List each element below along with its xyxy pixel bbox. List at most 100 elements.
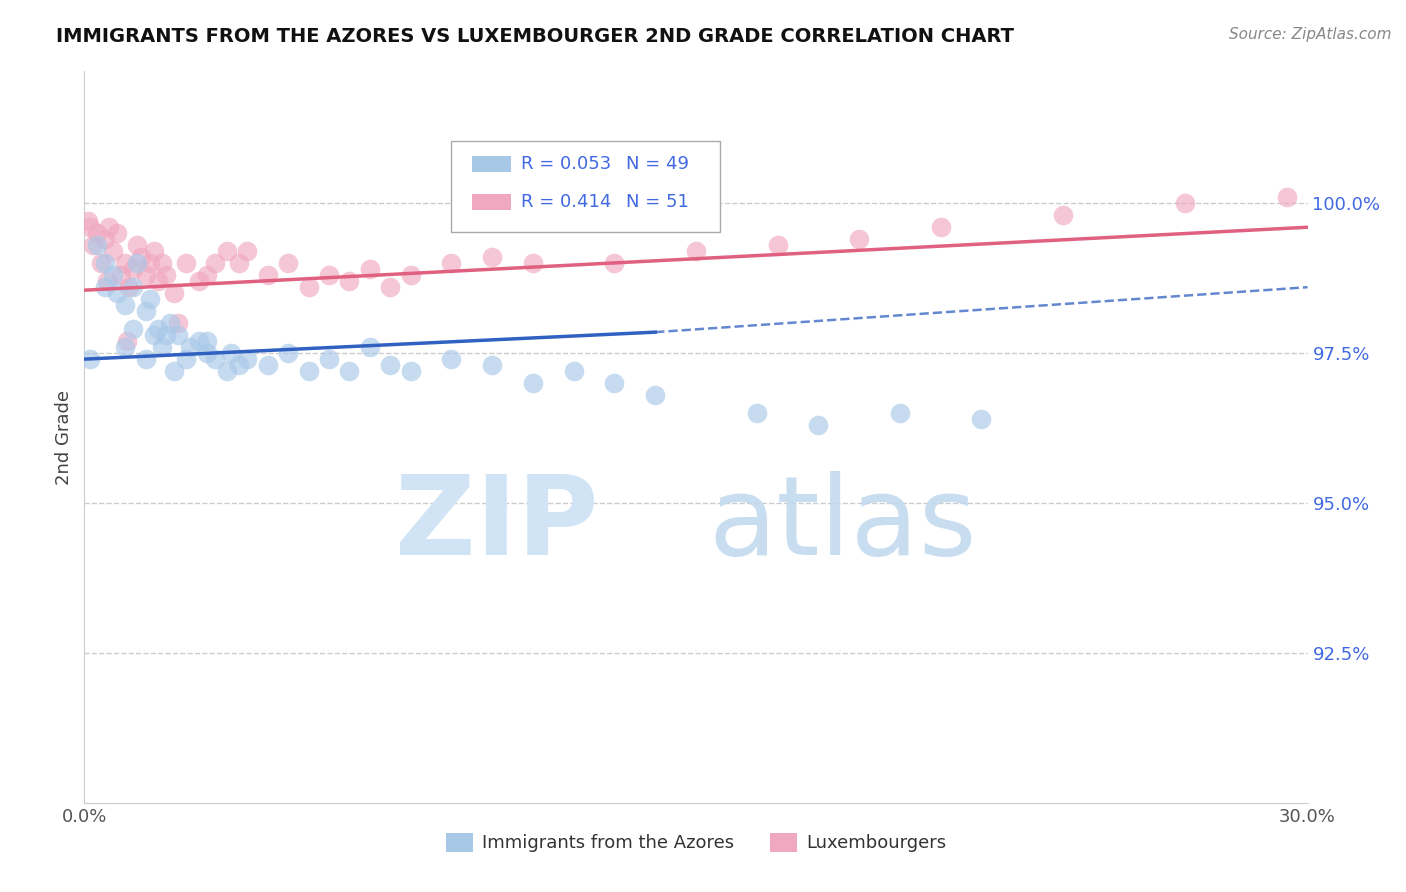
Point (228, 256, 250, 270)
Point (155, 268, 177, 283)
Bar (472, 194, 512, 211)
Text: ZIP: ZIP (395, 471, 598, 578)
Point (298, 364, 321, 378)
Point (135, 268, 157, 283)
Point (298, 280, 321, 294)
Point (163, 286, 186, 301)
Point (115, 334, 138, 348)
Point (204, 256, 226, 270)
Point (179, 340, 201, 354)
Point (174, 352, 197, 367)
Point (79, 220, 101, 235)
Point (1277, 190, 1299, 204)
Point (1052, 208, 1074, 222)
Point (217, 364, 239, 378)
Point (603, 376, 626, 391)
Point (440, 352, 463, 367)
Point (114, 298, 136, 312)
Point (747, 406, 769, 420)
Point (79, 352, 101, 367)
Point (93, 280, 115, 294)
Point (101, 268, 124, 283)
Text: N = 49: N = 49 (626, 154, 689, 172)
Point (163, 364, 186, 378)
Point (359, 262, 381, 277)
Point (142, 244, 165, 259)
Legend: Immigrants from the Azores, Luxembourgers: Immigrants from the Azores, Luxembourger… (439, 826, 953, 860)
Point (146, 274, 169, 288)
Point (766, 238, 789, 252)
Y-axis label: 2nd Grade: 2nd Grade (55, 390, 73, 484)
Point (105, 286, 128, 301)
Point (167, 328, 190, 343)
Point (257, 268, 280, 283)
Point (150, 340, 173, 354)
Point (122, 262, 145, 277)
Point (122, 280, 145, 294)
Point (399, 268, 422, 283)
Point (236, 352, 259, 367)
Point (889, 406, 911, 420)
Point (93, 232, 115, 246)
Point (228, 358, 250, 372)
Point (174, 256, 197, 270)
Point (380, 358, 402, 372)
Point (603, 256, 626, 270)
Text: atlas: atlas (709, 471, 977, 578)
Point (195, 346, 218, 360)
Point (204, 352, 226, 367)
Point (217, 244, 239, 259)
Point (150, 256, 173, 270)
Point (159, 316, 181, 330)
Point (77, 214, 100, 228)
Point (135, 352, 157, 367)
Text: R = 0.053: R = 0.053 (522, 154, 612, 172)
Point (1174, 196, 1197, 211)
Point (399, 364, 422, 378)
Point (380, 280, 402, 294)
Point (114, 256, 136, 270)
Text: R = 0.414: R = 0.414 (522, 193, 612, 211)
Text: N = 51: N = 51 (626, 193, 689, 211)
Bar (472, 156, 512, 172)
Point (685, 244, 707, 259)
Point (807, 418, 830, 433)
Point (481, 250, 503, 264)
Point (195, 268, 218, 283)
Point (195, 334, 218, 348)
Point (110, 268, 132, 283)
Point (277, 346, 299, 360)
Point (848, 232, 870, 246)
Point (93, 256, 115, 270)
Point (90, 256, 112, 270)
Point (318, 352, 340, 367)
Point (118, 280, 141, 294)
Point (236, 244, 259, 259)
Point (440, 256, 463, 270)
Point (155, 328, 177, 343)
Point (929, 220, 952, 235)
Point (187, 334, 209, 348)
Point (562, 364, 585, 378)
Point (522, 376, 544, 391)
Point (359, 340, 381, 354)
Point (101, 244, 124, 259)
Text: IMMIGRANTS FROM THE AZORES VS LUXEMBOURGER 2ND GRADE CORRELATION CHART: IMMIGRANTS FROM THE AZORES VS LUXEMBOURG… (56, 27, 1014, 45)
Point (86, 226, 108, 240)
Point (257, 358, 280, 372)
Point (97, 220, 120, 235)
Point (277, 256, 299, 270)
Point (138, 292, 160, 306)
Point (219, 346, 242, 360)
Point (522, 256, 544, 270)
Point (970, 412, 993, 426)
Point (339, 364, 361, 378)
Point (105, 226, 128, 240)
Point (339, 274, 361, 288)
Point (114, 340, 136, 354)
Point (127, 238, 149, 252)
Point (187, 274, 209, 288)
Point (318, 268, 340, 283)
Point (142, 328, 165, 343)
Point (127, 256, 149, 270)
